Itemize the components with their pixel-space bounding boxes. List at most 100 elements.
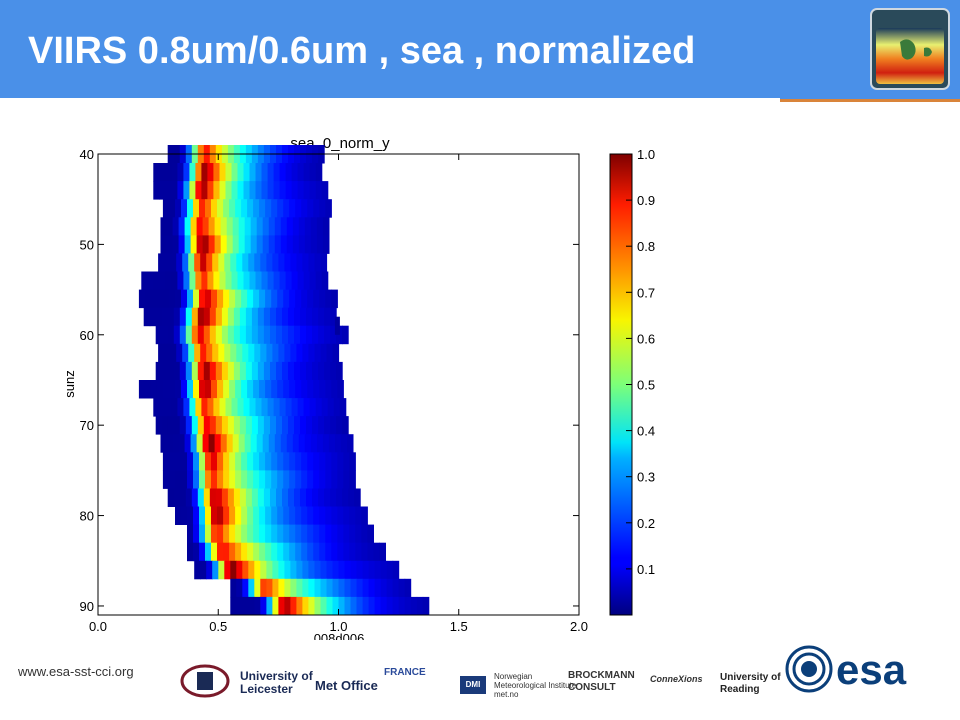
heatmap-cell	[332, 343, 340, 363]
heatmap-cell	[288, 416, 295, 435]
heatmap-cell	[221, 488, 229, 507]
heatmap-cell	[268, 235, 276, 254]
heatmap-cell	[201, 271, 208, 290]
heatmap-cell	[282, 325, 289, 345]
heatmap-cell	[312, 325, 319, 345]
heatmap-cell	[173, 416, 181, 435]
heatmap-cell	[273, 181, 281, 200]
heatmap-cell	[354, 488, 361, 507]
heatmap-cell	[175, 506, 182, 525]
heatmap-cell	[316, 217, 324, 236]
heatmap-cell	[282, 488, 289, 507]
heatmap-cell	[296, 596, 303, 616]
heatmap-cell	[235, 380, 242, 399]
heatmap-cell	[251, 307, 259, 327]
heatmap-cell	[244, 217, 252, 236]
heatmap-cell	[153, 271, 160, 290]
heatmap-cell	[217, 542, 224, 562]
heatmap-cell	[308, 578, 315, 598]
heatmap-cell	[268, 434, 276, 453]
heatmap-cell	[220, 434, 228, 453]
heatmap-cell	[319, 199, 326, 218]
heatmap-cell	[325, 289, 332, 309]
heatmap-cell	[245, 325, 253, 345]
heatmap-cell	[201, 398, 208, 417]
heatmap-cell	[276, 307, 283, 327]
heatmap-cell	[304, 217, 312, 236]
heatmap-cell	[223, 380, 230, 399]
heatmap-cell	[298, 235, 306, 254]
heatmap-cell	[307, 452, 314, 471]
heatmap-cell	[283, 380, 290, 399]
heatmap-cell	[247, 452, 254, 471]
heatmap-cell	[162, 289, 170, 309]
heatmap-cell	[196, 235, 204, 254]
heatmap-cell	[197, 307, 205, 327]
heatmap-cell	[332, 596, 340, 616]
heatmap-cell	[241, 506, 248, 525]
heatmap-cell	[212, 253, 219, 272]
heatmap-cell	[303, 181, 311, 200]
heatmap-cell	[300, 307, 307, 327]
heatmap-cell	[277, 470, 284, 489]
heatmap-cell	[330, 307, 337, 327]
heatmap-cell	[242, 578, 249, 598]
heatmap-cell	[260, 578, 267, 598]
y-axis: 40 50 60 70 80 90	[80, 147, 579, 614]
heatmap-cell	[211, 452, 218, 471]
heatmap-cell	[233, 325, 241, 345]
heatmap-cell	[229, 506, 236, 525]
heatmap-cell	[167, 416, 175, 435]
heatmap-cell	[223, 289, 230, 309]
heatmap-cell	[349, 506, 356, 525]
heatmap-cell	[167, 488, 175, 507]
y-axis-label: sunz	[62, 370, 77, 397]
colorbar-tick-label: 0.1	[637, 562, 655, 577]
heatmap-cell	[217, 199, 224, 218]
heatmap-cell	[171, 163, 178, 182]
heatmap-cell	[153, 398, 160, 417]
heatmap-cell	[205, 380, 212, 399]
heatmap-cell	[205, 452, 212, 471]
heatmap-cell	[215, 361, 223, 381]
heatmap-cell	[243, 398, 251, 417]
heatmap-cell	[194, 253, 201, 272]
heatmap-cell	[253, 542, 260, 562]
colorbar-tick-label: 0.8	[637, 239, 655, 254]
heatmap-cell	[187, 470, 194, 489]
heatmap-cell	[259, 199, 266, 218]
heatmap-cell	[209, 307, 217, 327]
heatmap-cell	[141, 271, 148, 290]
heatmap-cell	[233, 361, 241, 381]
heatmap-cell	[214, 434, 222, 453]
heatmap-cell	[342, 325, 349, 345]
heatmap-cell	[229, 524, 236, 544]
heatmap-cell	[158, 343, 165, 363]
heatmap-cell	[144, 380, 152, 399]
y-tick-label: 70	[80, 418, 94, 433]
heatmap-cell	[193, 289, 200, 309]
heatmap-cell	[361, 542, 368, 562]
heatmap-cell	[367, 542, 374, 562]
heatmap-cell	[331, 289, 338, 309]
heatmap-cell	[153, 181, 160, 200]
heatmap-cell	[295, 452, 302, 471]
heatmap-cell	[206, 560, 213, 580]
heatmap-cell	[249, 181, 257, 200]
heatmap-cell	[170, 253, 177, 272]
heatmap-cell	[285, 398, 293, 417]
heatmap-cell	[226, 235, 234, 254]
accent-line	[780, 99, 960, 102]
heatmap-cell	[205, 289, 212, 309]
heatmap-cell	[321, 271, 329, 290]
heatmap-cell	[308, 560, 315, 580]
x-tick-label: 0.0	[89, 619, 107, 634]
heatmap-cell	[239, 488, 247, 507]
heatmap-cell	[301, 452, 308, 471]
footer-url[interactable]: www.esa-sst-cci.org	[18, 664, 134, 679]
heatmap-cell	[318, 325, 325, 345]
heatmap-cell	[386, 596, 394, 616]
heatmap-cell	[300, 361, 307, 381]
heatmap-cell	[290, 596, 297, 616]
heatmap-cell	[274, 217, 282, 236]
